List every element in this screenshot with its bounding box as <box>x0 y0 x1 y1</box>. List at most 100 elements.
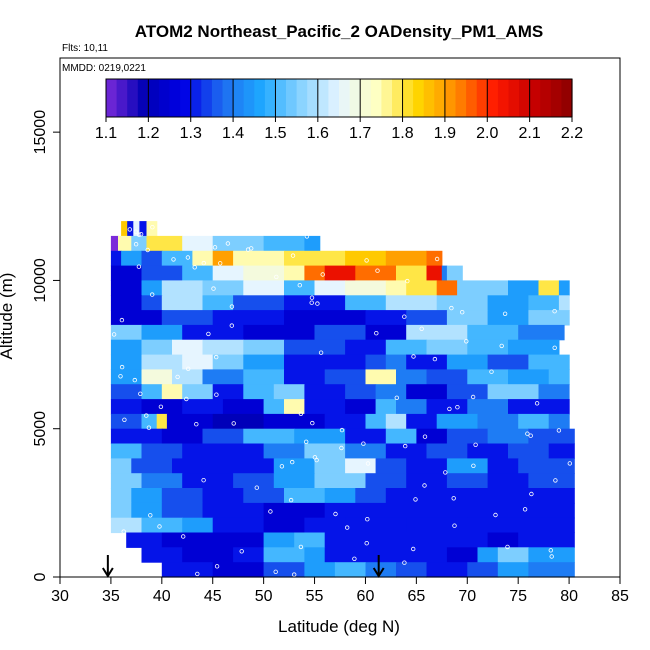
y-tick-label: 10000 <box>32 258 49 303</box>
heatmap-cell <box>518 532 575 548</box>
heatmap-cell <box>263 413 326 430</box>
heatmap-cell <box>375 399 397 415</box>
sample-point <box>502 311 508 316</box>
sample-point <box>171 257 176 262</box>
heatmap-cell <box>446 428 489 445</box>
colorbar-swatch <box>137 79 149 117</box>
heatmap-cell <box>202 502 265 519</box>
heatmap-cell <box>141 354 183 370</box>
heatmap-cell <box>375 458 407 474</box>
heatmap-cell <box>222 458 275 474</box>
heatmap-cell <box>182 354 214 370</box>
heatmap-cell <box>212 562 265 578</box>
heatmap-cell <box>345 339 387 356</box>
heatmap-cell <box>467 562 499 578</box>
heatmap-cell <box>243 488 285 504</box>
heatmap-cell <box>161 532 214 548</box>
heatmap-cell <box>365 310 407 326</box>
heatmap-cell <box>156 413 168 430</box>
heatmap-cell <box>202 280 244 296</box>
colorbar-swatch <box>402 79 414 117</box>
heatmap-cell <box>385 413 407 430</box>
heatmap-cell <box>263 517 305 534</box>
sample-point <box>119 364 125 370</box>
sample-point <box>298 544 304 550</box>
heatmap-cell <box>212 235 265 252</box>
heatmap-cell <box>487 458 519 474</box>
heatmap-cell <box>436 280 458 296</box>
colorbar-tick-label: 1.2 <box>137 125 159 142</box>
heatmap-cell <box>141 399 183 415</box>
heatmap-cell <box>172 369 204 385</box>
heatmap-cell <box>365 354 387 370</box>
heatmap-cell <box>161 502 204 519</box>
heatmap-cell <box>345 517 407 534</box>
heatmap-cell <box>243 339 285 356</box>
heatmap-cell <box>446 265 463 281</box>
heatmap-cell <box>446 547 478 563</box>
heatmap-cell <box>345 428 387 445</box>
sample-point <box>144 413 149 418</box>
heatmap-cell <box>263 443 305 459</box>
heatmap-cell <box>110 517 142 534</box>
heatmap-cell <box>518 458 575 474</box>
sample-point <box>121 529 126 534</box>
heatmap-cell <box>182 324 244 341</box>
plot-frame <box>59 57 621 578</box>
heatmap-cell <box>110 295 142 311</box>
heatmap-cell <box>131 502 163 519</box>
colorbar-swatch <box>328 79 340 117</box>
colorbar-swatch <box>413 79 425 117</box>
colorbar-tick-label: 1.6 <box>307 125 329 142</box>
sample-point <box>175 374 180 380</box>
sample-point <box>248 246 254 251</box>
colorbar-swatch <box>190 79 202 117</box>
colorbar-swatch <box>487 79 499 117</box>
heatmap-cell <box>345 399 377 415</box>
heatmap-cell <box>558 280 570 296</box>
heatmap-cell <box>304 547 326 563</box>
heatmap-cell <box>385 428 417 445</box>
sample-point <box>192 265 197 270</box>
sample-point <box>529 491 534 497</box>
heatmap-cell <box>406 473 448 489</box>
heatmap-cell <box>365 532 428 548</box>
heatmap-cell <box>324 354 366 370</box>
heatmap-cell <box>161 280 204 296</box>
sample-point <box>279 464 285 469</box>
heatmap-cell <box>263 547 305 563</box>
heatmap-cell <box>284 399 305 415</box>
x-tick-label: 45 <box>204 588 222 605</box>
heatmap-cell <box>508 339 560 356</box>
x-tick-label: 75 <box>509 588 527 605</box>
heatmap-cell <box>385 443 428 459</box>
heatmap-cell <box>110 369 142 385</box>
sample-point <box>434 256 440 262</box>
heatmap-cell <box>141 473 183 489</box>
heatmap-cell <box>263 502 326 519</box>
heatmap-cell <box>324 547 387 563</box>
sample-point <box>304 234 310 239</box>
sample-point <box>297 283 302 288</box>
heatmap-cell <box>406 384 448 400</box>
heatmap-cell <box>131 235 148 252</box>
sample-point <box>567 461 572 466</box>
heatmap-cell <box>345 384 377 400</box>
sample-point <box>419 326 424 331</box>
colorbar-swatch <box>211 79 224 117</box>
sample-point <box>310 420 315 426</box>
x-tick-label: 60 <box>357 588 375 605</box>
heatmap-cell <box>426 562 468 578</box>
heatmap-cell <box>161 562 214 578</box>
heatmap-cell <box>406 324 468 341</box>
sample-point <box>522 507 528 512</box>
heatmap-cell <box>126 532 163 548</box>
heatmap-cell <box>365 413 387 430</box>
sample-point <box>201 260 206 266</box>
sample-point <box>451 496 456 501</box>
heatmap-cell <box>385 488 448 504</box>
x-tick-label: 40 <box>153 588 171 605</box>
heatmap-cell <box>528 354 570 370</box>
heatmap-cell <box>182 399 224 415</box>
